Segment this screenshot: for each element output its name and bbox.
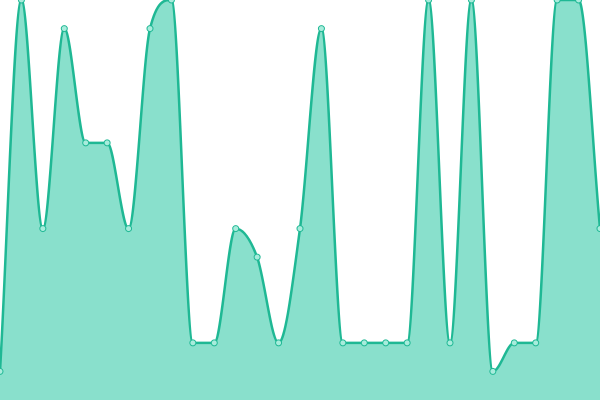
data-point-0[interactable]: [0, 367, 4, 375]
data-point-13[interactable]: [275, 339, 283, 347]
data-point-10[interactable]: [210, 339, 218, 347]
data-point-9[interactable]: [189, 339, 197, 347]
data-point-19[interactable]: [403, 339, 411, 347]
data-point-21[interactable]: [446, 339, 454, 347]
data-point-16[interactable]: [339, 339, 347, 347]
data-point-25[interactable]: [532, 339, 540, 347]
data-point-27[interactable]: [575, 0, 583, 4]
marker-layer: [0, 0, 600, 375]
data-point-22[interactable]: [467, 0, 475, 4]
data-point-24[interactable]: [510, 339, 518, 347]
data-point-20[interactable]: [425, 0, 433, 4]
data-point-3[interactable]: [60, 25, 68, 33]
data-point-4[interactable]: [82, 139, 90, 147]
data-point-6[interactable]: [125, 225, 133, 233]
data-point-23[interactable]: [489, 367, 497, 375]
data-point-18[interactable]: [382, 339, 390, 347]
data-point-17[interactable]: [360, 339, 368, 347]
data-point-11[interactable]: [232, 225, 240, 233]
data-point-1[interactable]: [17, 0, 25, 4]
data-point-7[interactable]: [146, 25, 154, 33]
data-point-12[interactable]: [253, 253, 261, 261]
data-point-28[interactable]: [596, 225, 600, 233]
data-point-15[interactable]: [317, 25, 325, 33]
data-point-26[interactable]: [553, 0, 561, 4]
data-point-14[interactable]: [296, 225, 304, 233]
data-point-2[interactable]: [39, 225, 47, 233]
data-point-8[interactable]: [167, 0, 175, 4]
data-point-5[interactable]: [103, 139, 111, 147]
